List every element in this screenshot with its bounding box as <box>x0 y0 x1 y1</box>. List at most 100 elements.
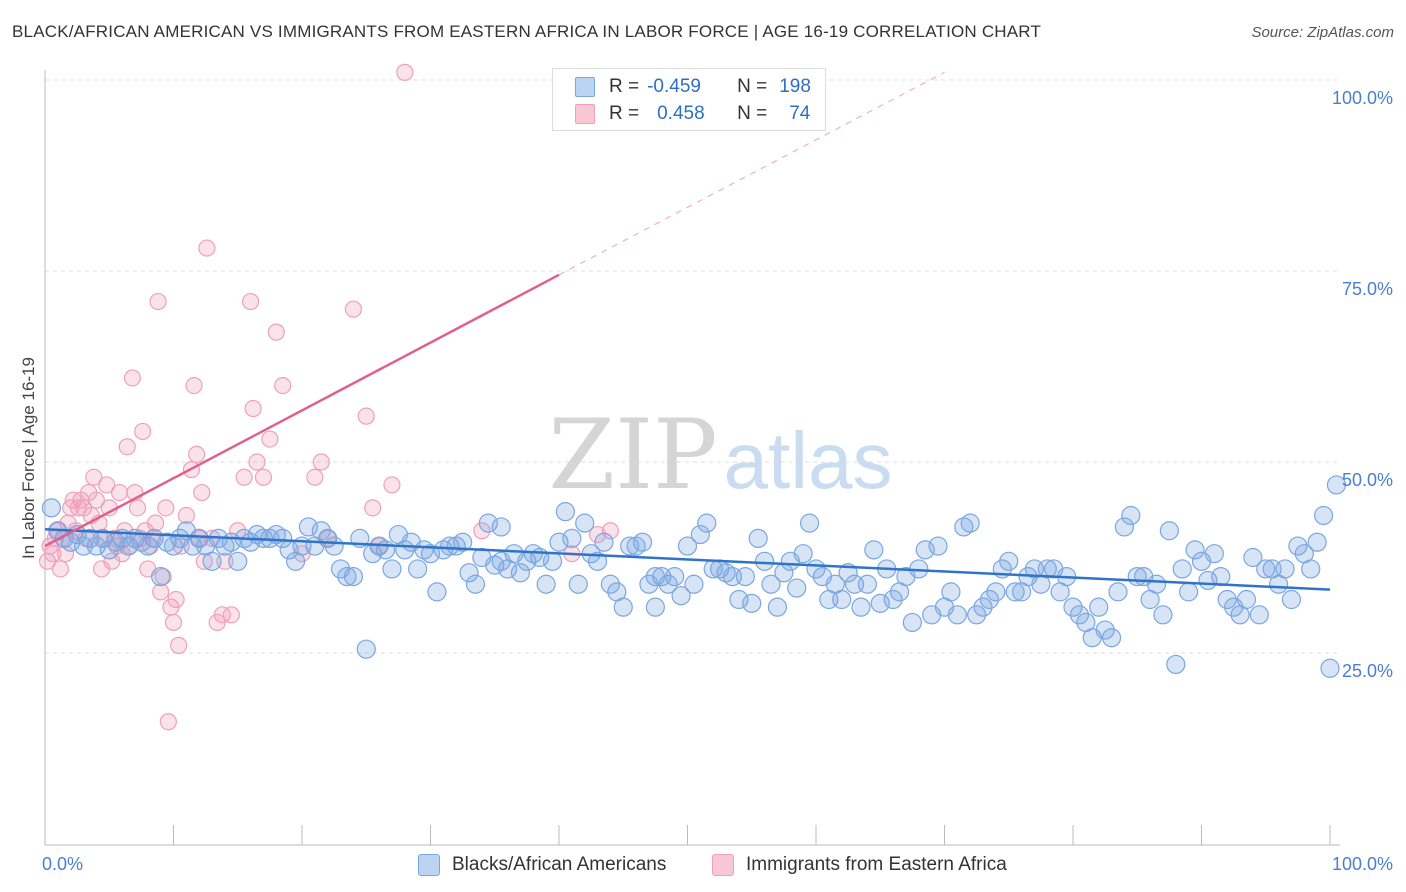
data-point-blue <box>761 574 781 594</box>
bottom-legend-pink: Immigrants from Eastern Africa <box>712 852 1007 878</box>
data-point-blue <box>1217 589 1237 610</box>
data-point-pink <box>185 377 203 395</box>
data-point-pink <box>123 369 141 387</box>
data-point-blue <box>967 605 987 625</box>
data-point-pink <box>473 522 491 540</box>
data-point-blue <box>857 574 878 594</box>
legend-r-label: R = <box>609 103 640 124</box>
data-point-blue <box>1326 475 1347 495</box>
data-point-blue <box>375 540 396 560</box>
bottom-legend-swatch-pink <box>712 854 734 876</box>
data-point-blue <box>697 513 717 533</box>
data-point-pink <box>177 506 195 525</box>
data-point-blue <box>562 528 582 549</box>
data-point-blue <box>1146 574 1167 594</box>
data-point-blue <box>1114 517 1135 537</box>
stats-legend: R = -0.459 N = 198 R = 0.458 N = 74 <box>552 68 826 131</box>
legend-swatch-blue <box>575 77 595 97</box>
pink-points <box>38 63 620 731</box>
y-tick-label: 100.0% <box>1332 88 1393 108</box>
data-point-blue <box>1172 559 1192 579</box>
data-point-blue <box>163 536 184 556</box>
source-label: Source: ZipAtlas.com <box>1251 24 1394 41</box>
data-point-blue <box>1320 658 1340 678</box>
legend-r-value: 0.458 <box>657 103 705 124</box>
data-point-blue <box>1307 532 1327 552</box>
legend-row-blue: R = -0.459 N = 198 <box>575 75 811 99</box>
watermark: ZIP atlas <box>548 399 892 511</box>
data-point-blue <box>684 574 704 594</box>
data-point-blue <box>787 578 807 598</box>
data-point-blue <box>465 574 486 594</box>
data-point-pink <box>167 590 185 609</box>
data-point-pink <box>601 522 620 540</box>
data-point-blue <box>1166 654 1186 675</box>
data-point-pink <box>51 560 70 578</box>
data-point-pink <box>85 468 103 486</box>
data-point-blue <box>999 551 1019 571</box>
data-point-pink <box>146 514 165 532</box>
data-point-blue <box>86 536 107 556</box>
data-point-pink <box>235 468 253 486</box>
data-point-blue <box>690 524 710 545</box>
y-tick-label: 25.0% <box>1342 661 1393 681</box>
x-tick-label: 100.0% <box>1332 854 1393 874</box>
data-point-pink <box>195 552 213 570</box>
data-point-blue <box>1153 605 1173 625</box>
data-point-blue <box>832 589 852 610</box>
data-point-pink <box>216 552 234 570</box>
data-point-blue <box>748 528 768 549</box>
data-point-blue <box>767 597 788 617</box>
data-point-blue <box>311 521 331 541</box>
data-point-pink <box>213 606 231 624</box>
data-point-blue <box>228 551 248 571</box>
legend-n-value: 74 <box>789 103 811 124</box>
data-point-pink <box>261 430 279 448</box>
data-point-blue <box>453 532 473 552</box>
data-point-blue <box>928 536 948 556</box>
data-point-pink <box>87 491 106 509</box>
data-point-blue <box>915 540 935 560</box>
data-point-blue <box>1313 505 1334 526</box>
bottom-legend-swatch-blue <box>418 854 440 876</box>
data-point-pink <box>242 292 260 311</box>
data-point-blue <box>324 536 344 556</box>
data-point-pink <box>56 545 75 563</box>
data-point-blue <box>793 544 813 564</box>
data-point-blue <box>883 589 903 610</box>
data-point-pink <box>312 453 330 471</box>
axes <box>44 70 1340 846</box>
data-point-blue <box>1249 605 1269 625</box>
data-point-blue <box>600 574 621 594</box>
data-point-blue <box>754 551 775 571</box>
data-point-pink <box>588 525 607 544</box>
data-point-blue <box>1063 597 1083 617</box>
data-point-blue <box>1211 566 1231 587</box>
data-point-blue <box>356 639 376 659</box>
data-point-blue <box>960 513 980 533</box>
data-point-blue <box>568 574 588 594</box>
legend-n-value: 198 <box>779 76 811 97</box>
data-point-pink <box>110 483 129 502</box>
data-point-blue <box>542 551 563 571</box>
data-point-pink <box>98 476 116 494</box>
data-point-blue <box>189 528 209 549</box>
data-point-blue <box>1236 589 1257 610</box>
data-point-blue <box>1275 559 1295 579</box>
data-point-blue <box>1069 605 1090 625</box>
data-point-blue <box>427 582 447 602</box>
data-point-blue <box>1037 559 1057 579</box>
data-point-blue <box>382 559 402 579</box>
legend-swatch-pink <box>575 104 595 124</box>
data-point-blue <box>1108 582 1128 602</box>
legend-row-pink: R = 0.458 N = 74 <box>575 102 810 126</box>
data-point-blue <box>1179 582 1199 602</box>
data-point-blue <box>1301 559 1321 579</box>
data-point-blue <box>298 517 319 537</box>
data-point-blue <box>1288 536 1308 556</box>
data-point-pink <box>344 300 362 318</box>
data-point-pink <box>383 476 401 494</box>
data-point-blue <box>986 582 1006 602</box>
y-tick-label: 50.0% <box>1342 470 1393 490</box>
